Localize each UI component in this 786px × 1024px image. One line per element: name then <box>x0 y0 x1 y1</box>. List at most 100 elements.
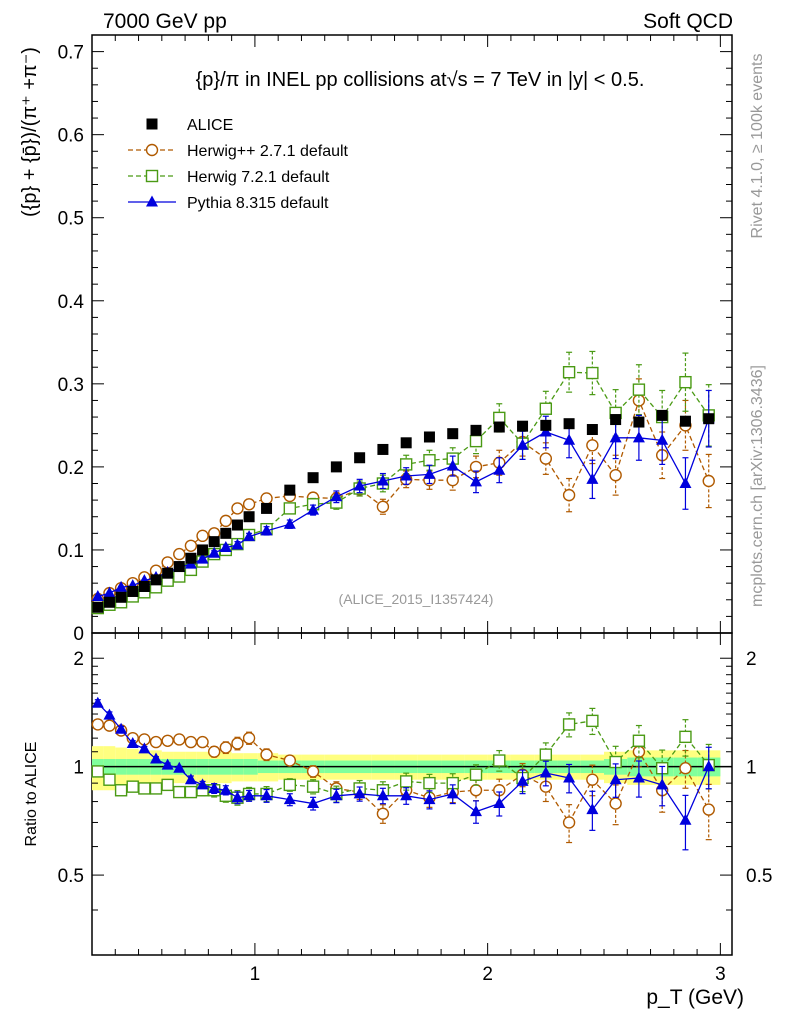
data-point <box>103 596 115 608</box>
y-tick-label: 0.1 <box>58 541 84 562</box>
legend-label: Herwig 7.2.1 default <box>187 169 330 186</box>
data-point <box>242 731 256 745</box>
data-point <box>493 463 506 475</box>
data-point <box>586 773 599 786</box>
data-point <box>469 434 483 448</box>
data-point <box>632 383 646 396</box>
data-point <box>539 766 552 778</box>
data-point <box>632 431 645 443</box>
data-point <box>376 474 389 486</box>
data-point <box>609 431 622 443</box>
data-point <box>656 433 669 445</box>
data-point <box>679 762 692 775</box>
ratio-tick-label: 2 <box>73 649 84 670</box>
data-point <box>173 547 186 561</box>
data-point <box>609 797 622 810</box>
data-point <box>149 782 163 795</box>
data-point <box>702 760 715 772</box>
mcplots-credit-label: mcplots.cern.ch [arXiv:1306.3436] <box>749 365 766 607</box>
data-point <box>208 781 221 793</box>
data-point <box>92 601 104 613</box>
data-point <box>470 424 482 436</box>
data-point <box>185 552 197 564</box>
data-point <box>586 424 598 436</box>
data-point <box>330 461 342 473</box>
data-point <box>197 544 209 556</box>
data-point <box>586 714 599 728</box>
data-point <box>208 546 221 558</box>
y-tick-label: 0.7 <box>58 43 84 64</box>
data-point <box>703 413 715 425</box>
legend-marker <box>146 118 158 130</box>
data-point <box>283 517 296 529</box>
data-point <box>517 420 529 432</box>
data-point <box>149 735 163 749</box>
data-point <box>516 774 529 786</box>
x-tick-label: 1 <box>250 964 261 985</box>
data-point <box>376 500 390 513</box>
data-point <box>563 771 576 783</box>
y-tick-label: 0 <box>73 624 84 645</box>
data-point <box>306 765 320 778</box>
ratio-y-axis-label: Ratio to ALICE <box>23 742 40 847</box>
data-point <box>399 775 413 788</box>
data-point <box>609 468 622 482</box>
ratio-tick-label-right: 1 <box>746 758 757 779</box>
data-point <box>679 730 692 744</box>
data-point <box>115 722 128 734</box>
data-point <box>423 793 436 805</box>
data-point <box>539 402 553 415</box>
y-axis-label: ({p} + {p̄})/(π⁺ +π⁻) <box>19 47 41 217</box>
data-point <box>307 797 320 809</box>
data-point <box>493 754 506 767</box>
data-point <box>284 484 296 496</box>
data-point <box>586 439 599 452</box>
data-point <box>330 490 343 502</box>
main-series-alice <box>92 409 715 613</box>
data-point <box>231 791 244 803</box>
data-point <box>208 536 220 548</box>
data-point <box>138 782 151 795</box>
analysis-tag: (ALICE_2015_I1357424) <box>339 591 494 607</box>
data-point <box>231 502 244 515</box>
data-point <box>231 519 243 531</box>
data-point <box>656 778 669 790</box>
legend-marker <box>145 143 159 157</box>
data-point <box>150 752 162 764</box>
data-point <box>162 567 174 579</box>
y-tick-label: 0.4 <box>58 292 85 313</box>
data-point <box>261 502 273 514</box>
data-point <box>562 488 576 502</box>
series-line <box>97 720 710 799</box>
data-point <box>196 735 209 749</box>
data-point <box>353 787 366 799</box>
y-tick-label: 0.2 <box>58 458 84 479</box>
data-point <box>91 589 104 601</box>
data-point <box>283 778 297 792</box>
data-point <box>679 375 692 389</box>
data-point <box>242 498 256 511</box>
data-point <box>207 745 221 758</box>
data-point <box>103 586 116 598</box>
data-point <box>586 472 599 484</box>
data-point <box>539 748 553 761</box>
data-point <box>493 421 505 433</box>
data-point <box>423 776 436 790</box>
legend-marker <box>146 195 158 207</box>
header-energy-label: 7000 GeV pp <box>103 10 227 33</box>
legend-label: ALICE <box>187 117 233 134</box>
data-point <box>330 789 343 801</box>
ratio-panel <box>91 632 733 956</box>
x-axis-label: p_T (GeV) <box>646 986 744 1009</box>
data-point <box>91 765 105 778</box>
data-point <box>702 803 715 816</box>
data-point <box>470 805 482 817</box>
data-point <box>493 797 506 809</box>
ratio-tick-label-right: 2 <box>746 649 757 670</box>
data-point <box>115 580 128 592</box>
data-point <box>184 735 198 749</box>
data-point <box>377 443 389 455</box>
data-point <box>260 492 273 505</box>
data-point <box>423 467 436 479</box>
header-category-label: Soft QCD <box>643 10 733 33</box>
